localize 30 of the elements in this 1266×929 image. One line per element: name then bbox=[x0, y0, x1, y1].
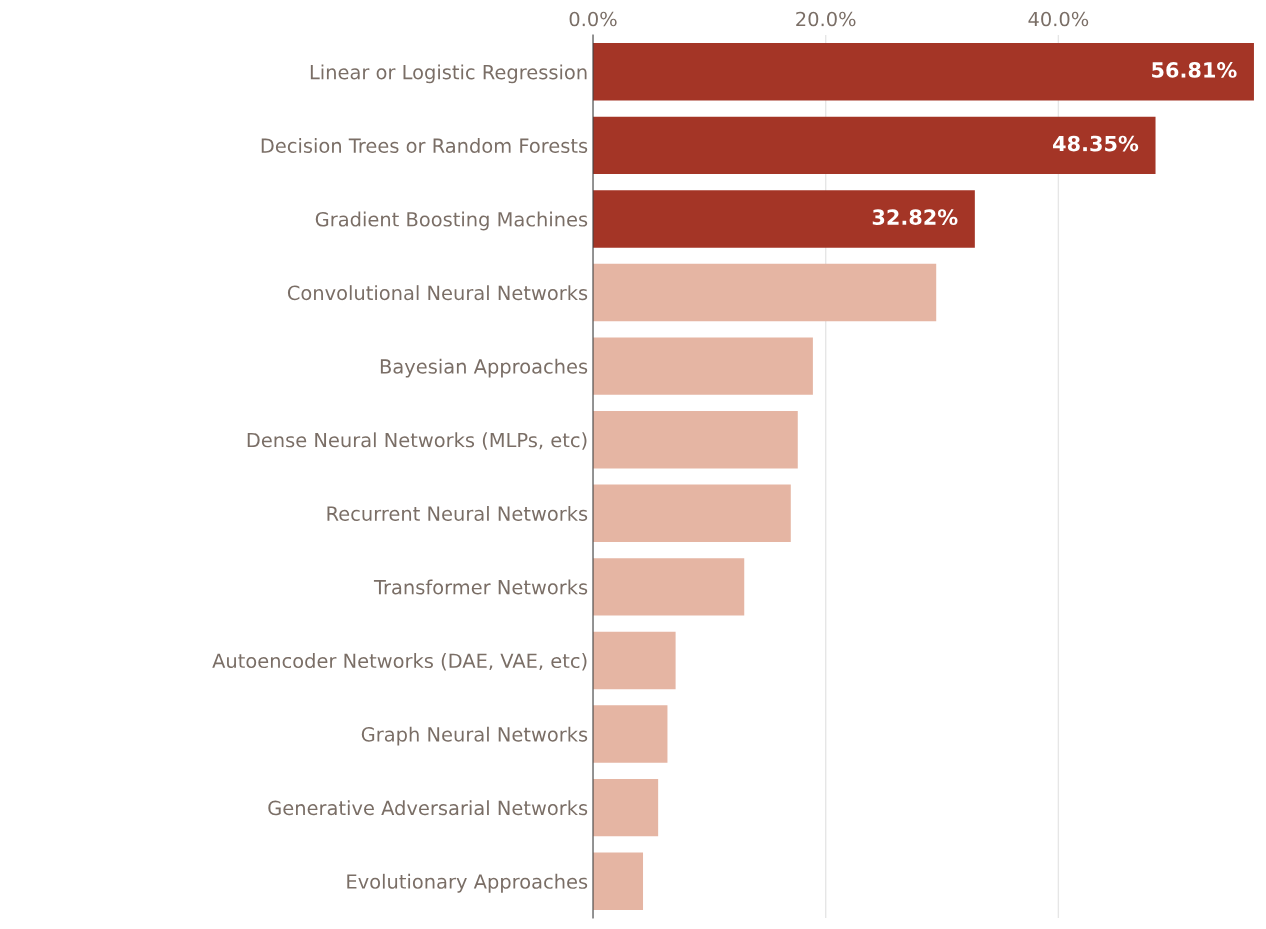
bar bbox=[593, 705, 668, 763]
y-tick-label: Bayesian Approaches bbox=[380, 358, 588, 378]
y-tick-label: Generative Adversarial Networks bbox=[268, 800, 588, 816]
bar bbox=[593, 43, 1254, 101]
data-label: 56.81% bbox=[1152, 62, 1237, 78]
y-tick-label: Decision Trees or Random Forests bbox=[261, 137, 588, 154]
bar bbox=[593, 411, 798, 469]
y-tick-label: Transformer Networks bbox=[373, 579, 588, 595]
bar bbox=[593, 116, 1156, 175]
bar bbox=[593, 484, 791, 542]
bar bbox=[593, 263, 937, 322]
x-tick-label: 40.0% bbox=[1028, 11, 1089, 27]
y-tick-label: Convolutional Neural Networks bbox=[287, 285, 588, 301]
x-tick-label: 20.0% bbox=[796, 11, 856, 27]
bar bbox=[593, 558, 745, 616]
bar bbox=[593, 190, 975, 248]
y-tick-label: Dense Neural Networks (MLPs, etc) bbox=[247, 432, 587, 450]
y-tick-label: Gradient Boosting Machines bbox=[315, 211, 588, 231]
bar bbox=[593, 631, 676, 690]
bar bbox=[593, 852, 644, 910]
data-label: 48.35% bbox=[1053, 135, 1139, 152]
bar bbox=[593, 778, 659, 837]
data-label: 32.82% bbox=[872, 209, 958, 225]
y-tick-label: Linear or Logistic Regression bbox=[310, 64, 587, 84]
bar bbox=[593, 337, 813, 395]
y-tick-label: Evolutionary Approaches bbox=[347, 873, 588, 893]
y-tick-label: Autoencoder Networks (DAE, VAE, etc) bbox=[212, 653, 587, 671]
y-tick-label: Recurrent Neural Networks bbox=[327, 505, 588, 521]
x-tick-label: 0.0% bbox=[569, 11, 617, 27]
y-tick-label: Graph Neural Networks bbox=[361, 726, 588, 746]
